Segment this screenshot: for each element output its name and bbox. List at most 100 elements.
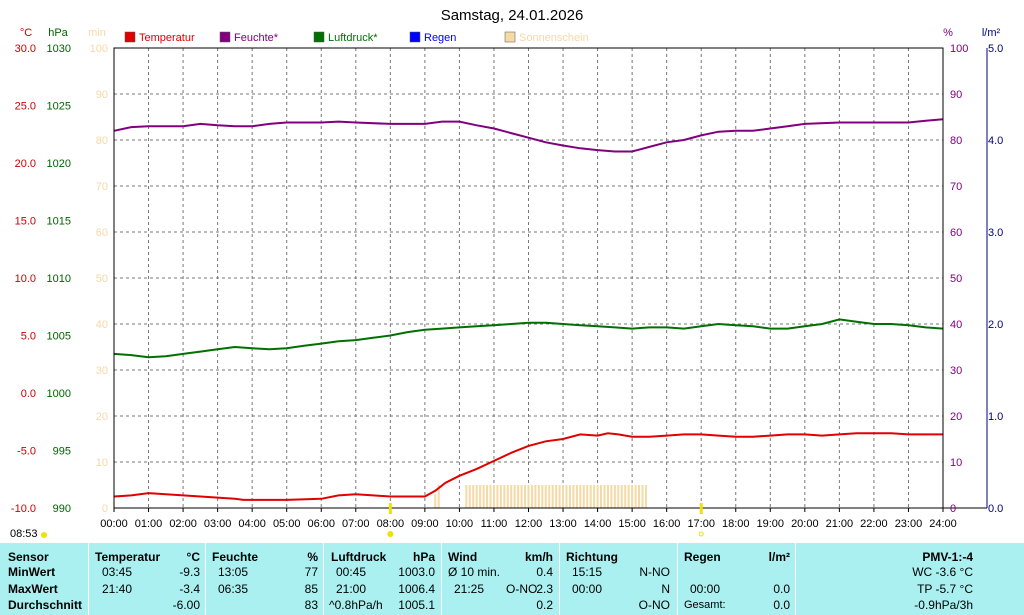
chart-title: Samstag, 24.01.2026	[441, 7, 584, 24]
druck-min-time: 00:45	[336, 565, 367, 579]
sunshine-bar	[541, 485, 544, 508]
sunshine-bar	[582, 485, 585, 508]
weather-chart: 30.025.020.015.010.05.00.0-5.0-10.010301…	[11, 7, 1003, 537]
sunshine-bar	[506, 485, 509, 508]
humidity-unit-label: %	[943, 27, 953, 39]
sunshine-bars	[434, 485, 647, 508]
sunshine-bar	[620, 485, 623, 508]
sunshine-bar	[479, 485, 482, 508]
header-pmv: PMV-1:-4	[922, 550, 973, 564]
sunshine-bar	[524, 485, 527, 508]
richtung-min: N-NO	[639, 565, 670, 579]
druck-min: 1003.0	[398, 565, 435, 579]
sunshine-bar	[468, 485, 471, 508]
sunshine-bar	[472, 485, 475, 508]
sunshine-bar	[537, 485, 540, 508]
wind-max-dir: O-NO	[506, 582, 538, 596]
x-tick-label: 22:00	[860, 518, 888, 530]
sun-tick-label: 10	[96, 457, 108, 469]
wind-min: 0.4	[536, 565, 553, 579]
richtung-avg: O-NO	[638, 598, 670, 612]
humidity-tick-label: 30	[950, 365, 962, 377]
sunshine-bar	[499, 485, 502, 508]
humidity-tick-label: 10	[950, 457, 962, 469]
humidity-tick-label: 20	[950, 411, 962, 423]
temp-tick-label: 5.0	[21, 331, 36, 343]
humidity-tick-label: 100	[950, 43, 968, 55]
chart-legend: Temperatur Feuchte* Luftdruck* Regen Sonnens…	[124, 31, 589, 44]
sunshine-bar	[644, 485, 647, 508]
x-tick-label: 19:00	[757, 518, 785, 530]
series-line-luftdruck	[113, 318, 944, 359]
pressure-tick-label: 1020	[47, 158, 71, 170]
unit-luftdruck: hPa	[412, 550, 435, 564]
rain-unit-label: l/m²	[982, 27, 1001, 39]
row-minwert: MinWert	[8, 565, 56, 579]
temp-tick-label: 20.0	[15, 158, 36, 170]
sunshine-bar	[482, 485, 485, 508]
sunshine-bar	[548, 485, 551, 508]
pressure-tick-label: 1005	[47, 331, 71, 343]
sunshine-bar	[631, 485, 634, 508]
sun-tick-label: 0	[102, 503, 108, 515]
wind-avg: 0.2	[536, 598, 553, 612]
sun-tick-label: 40	[96, 319, 108, 331]
x-tick-label: 12:00	[515, 518, 543, 530]
regen-total: 0.0	[773, 598, 790, 612]
temp-tick-label: 25.0	[15, 101, 36, 113]
sunshine-bar	[627, 485, 630, 508]
sunshine-bar	[513, 485, 516, 508]
sunshine-bar	[624, 485, 627, 508]
temp-max: -3.4	[179, 582, 200, 596]
x-tick-label: 21:00	[826, 518, 854, 530]
sun-tick-label: 70	[96, 181, 108, 193]
sunshine-bar	[572, 485, 575, 508]
richtung-min-time: 15:15	[572, 565, 603, 579]
pmv-trend: -0.9hPa/3h	[914, 598, 973, 612]
chart-axes: 30.025.020.015.010.05.00.0-5.0-10.010301…	[11, 27, 1003, 537]
sun-unit-label: min	[88, 27, 106, 39]
pmv-taupunkt: TP -5.7 °C	[917, 582, 973, 596]
pressure-tick-label: 1025	[47, 101, 71, 113]
legend-label: Sonnenschein	[519, 32, 589, 44]
header-temperatur: Temperatur	[95, 550, 161, 564]
x-tick-label: 17:00	[687, 518, 715, 530]
row-durchschnitt: Durchschnitt	[8, 598, 83, 612]
sunshine-bar	[555, 485, 558, 508]
legend-swatch	[409, 31, 421, 43]
x-tick-label: 23:00	[895, 518, 923, 530]
legend-label: Temperatur	[139, 32, 195, 44]
sunshine-bar	[562, 485, 565, 508]
feuchte-avg: 83	[304, 598, 318, 612]
sunshine-bar	[527, 485, 530, 508]
sunshine-bar	[530, 485, 533, 508]
sun-tick-label: 80	[96, 135, 108, 147]
temp-avg: -6.00	[172, 598, 200, 612]
sunshine-bar	[610, 485, 613, 508]
header-feuchte: Feuchte	[212, 550, 259, 564]
rain-tick-label: 0.0	[988, 503, 1003, 515]
druck-max-time: 21:00	[336, 582, 367, 596]
unit-regen: l/m²	[768, 550, 790, 564]
x-tick-label: 18:00	[722, 518, 750, 530]
sunshine-bar	[486, 485, 489, 508]
x-tick-label: 11:00	[481, 518, 508, 530]
druck-avg: 1005.1	[398, 598, 435, 612]
x-tick-label: 05:00	[273, 518, 301, 530]
sunshine-bar	[586, 485, 589, 508]
sunshine-bar	[613, 485, 616, 508]
pressure-tick-label: 1010	[47, 273, 71, 285]
sunshine-bar	[496, 485, 499, 508]
sunshine-bar	[534, 485, 537, 508]
sunshine-bar	[437, 485, 440, 508]
humidity-tick-label: 50	[950, 273, 962, 285]
temp-unit-label: °C	[20, 27, 32, 39]
x-tick-label: 04:00	[238, 518, 266, 530]
legend-label: Feuchte*	[234, 32, 279, 44]
temp-tick-label: -5.0	[17, 446, 36, 458]
sun-icon	[41, 532, 47, 538]
regen-total-label: Gesamt:	[684, 599, 726, 611]
x-tick-label: 08:00	[377, 518, 405, 530]
sunshine-bar	[503, 485, 506, 508]
temp-min: -9.3	[179, 565, 200, 579]
